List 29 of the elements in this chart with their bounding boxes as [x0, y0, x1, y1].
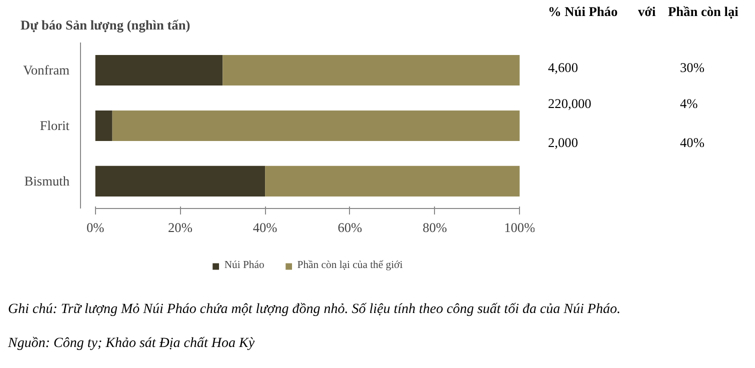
text: 40% — [680, 134, 704, 152]
text: 220,000 — [548, 95, 592, 113]
text: với — [638, 3, 656, 21]
text: 4% — [680, 95, 698, 113]
y-tick-label: Florit — [40, 118, 70, 134]
legend-label: Phần còn lại của thế giới — [297, 260, 403, 271]
text: 4,600 — [548, 59, 578, 77]
x-tick-label: 20% — [168, 220, 192, 235]
legend-label: Núi Pháo — [224, 260, 264, 271]
bar — [95, 54, 223, 86]
chart-title: Dự báo Sản lượng (nghìn tấn) — [20, 18, 190, 32]
y-tick-label: Bismuth — [24, 174, 70, 189]
text: Ghi chú: Trữ lượng Mỏ Núi Pháo chứa một lượng đồng nhỏ. Số liệu tính theo công suất tối đa của Núi Pháo. — [8, 301, 620, 319]
bar — [265, 166, 520, 196]
bar — [112, 110, 520, 141]
x-tick-label: 40% — [252, 220, 278, 235]
text: Nguồn: Công ty; Khảo sát Địa chất Hoa Kỳ — [8, 335, 255, 353]
text: 2,000 — [548, 134, 578, 152]
text: % Núi Pháo — [548, 3, 618, 21]
bar — [95, 166, 266, 196]
x-tick-label: 0% — [86, 220, 104, 235]
text: Phần còn lại — [668, 3, 738, 21]
bar — [222, 54, 520, 86]
text: 30% — [680, 59, 704, 77]
x-tick-label: 60% — [338, 220, 362, 235]
x-tick-label: 80% — [422, 220, 448, 235]
bar — [95, 110, 112, 141]
y-tick-label: Vonfram — [23, 62, 70, 78]
x-tick-label: 100% — [504, 220, 536, 235]
